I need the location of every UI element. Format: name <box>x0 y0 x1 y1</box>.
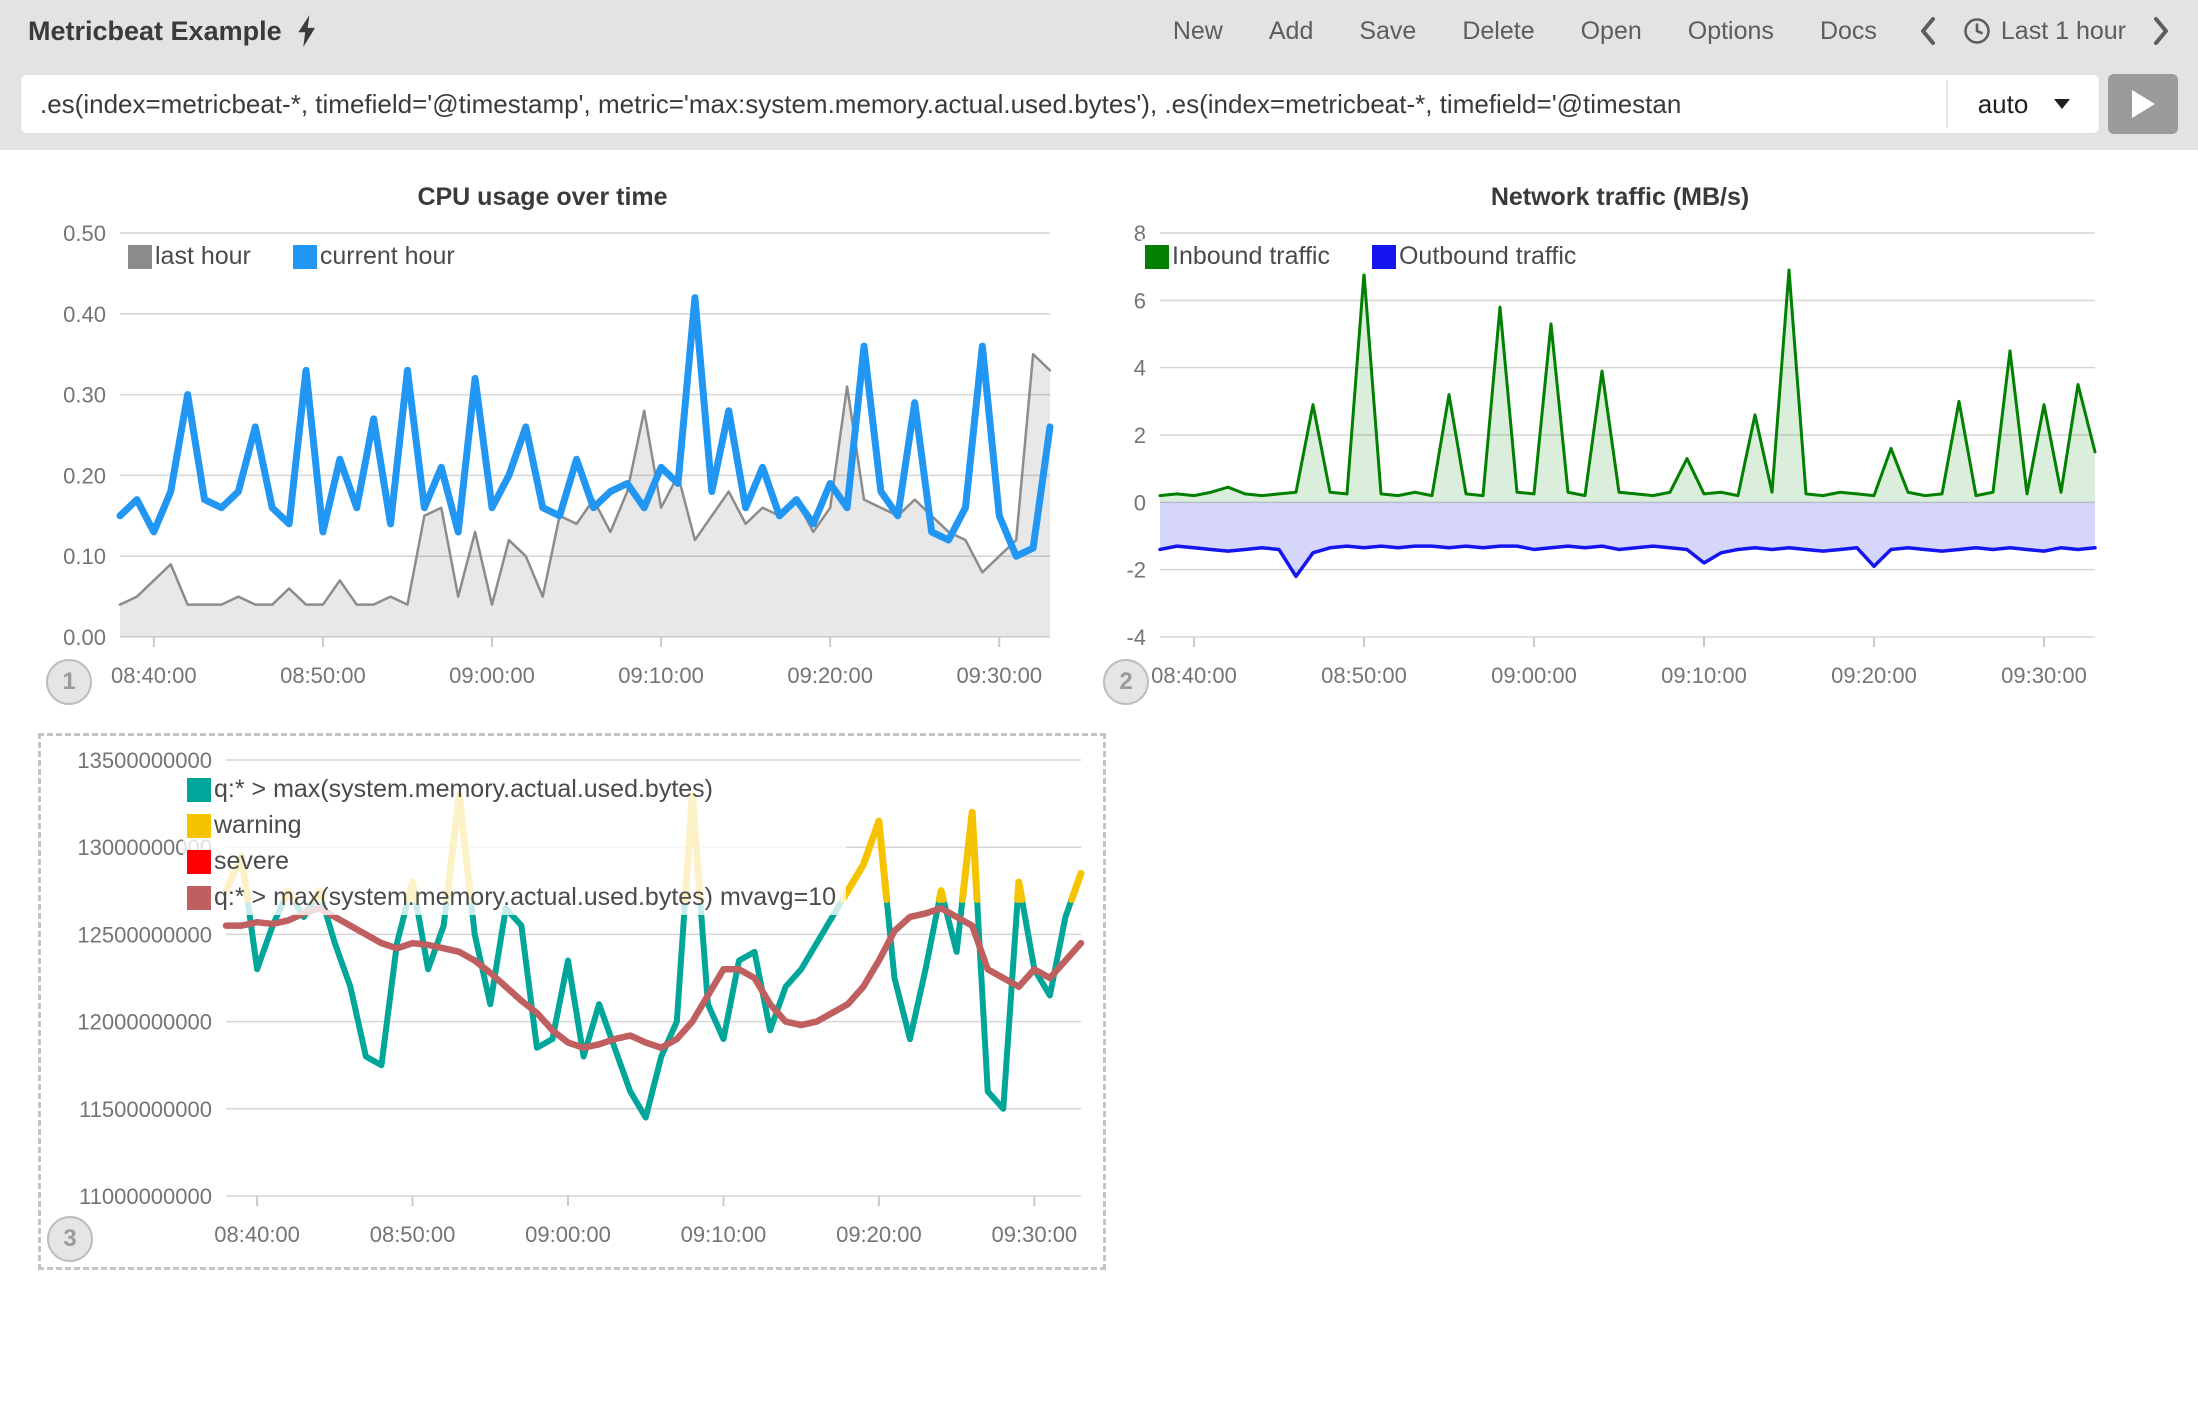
svg-text:2: 2 <box>1134 423 1146 448</box>
svg-text:08:50:00: 08:50:00 <box>370 1222 456 1247</box>
svg-text:0: 0 <box>1134 490 1146 515</box>
legend-swatch <box>293 245 317 269</box>
legend-label: warning <box>214 811 302 840</box>
legend-label: q:* > max(system.memory.actual.used.byte… <box>214 775 713 804</box>
network-legend: Inbound traffic Outbound traffic <box>1141 239 1586 274</box>
page-title: Metricbeat Example <box>28 16 282 47</box>
svg-text:12500000000: 12500000000 <box>77 922 212 947</box>
legend-label: severe <box>214 847 289 876</box>
svg-text:4: 4 <box>1134 356 1146 381</box>
svg-text:11500000000: 11500000000 <box>79 1097 212 1122</box>
time-back-chevron-icon[interactable] <box>1919 16 1937 46</box>
svg-text:09:20:00: 09:20:00 <box>1831 663 1917 688</box>
header-row: Metricbeat Example New Add Save Delete O… <box>0 0 2198 62</box>
options-button[interactable]: Options <box>1688 17 1774 46</box>
legend-item: warning <box>187 811 302 840</box>
query-bar: auto <box>20 74 2100 134</box>
legend-item: Outbound traffic <box>1372 242 1576 271</box>
svg-text:09:30:00: 09:30:00 <box>2001 663 2087 688</box>
add-button[interactable]: Add <box>1269 17 1313 46</box>
cpu-chart-title: CPU usage over time <box>20 183 1065 212</box>
legend-swatch <box>187 886 211 910</box>
topbar: Metricbeat Example New Add Save Delete O… <box>0 0 2198 150</box>
panel-network-traffic[interactable]: 86420-2-408:40:0008:50:0009:00:0009:10:0… <box>1095 165 2145 720</box>
panel-number-badge: 1 <box>46 659 92 705</box>
interval-select[interactable]: auto <box>1948 74 2100 134</box>
svg-text:09:10:00: 09:10:00 <box>1661 663 1747 688</box>
open-button[interactable]: Open <box>1581 17 1642 46</box>
panel-number-badge: 3 <box>47 1216 93 1262</box>
legend-label: current hour <box>320 242 455 271</box>
svg-text:-2: -2 <box>1126 558 1146 583</box>
timepicker-group: Last 1 hour <box>1919 16 2170 46</box>
legend-item: Inbound traffic <box>1145 242 1330 271</box>
svg-text:08:40:00: 08:40:00 <box>1151 663 1237 688</box>
new-button[interactable]: New <box>1173 17 1223 46</box>
svg-text:-4: -4 <box>1126 625 1146 650</box>
svg-text:09:10:00: 09:10:00 <box>681 1222 767 1247</box>
timepicker-button[interactable]: Last 1 hour <box>1963 17 2126 46</box>
svg-text:09:30:00: 09:30:00 <box>992 1222 1078 1247</box>
svg-text:6: 6 <box>1134 288 1146 313</box>
svg-text:09:30:00: 09:30:00 <box>956 663 1042 688</box>
legend-item: last hour <box>128 242 251 271</box>
toolbar-menu: New Add Save Delete Open Options Docs <box>1173 17 1877 46</box>
legend-swatch <box>1145 245 1169 269</box>
panel-cpu-usage[interactable]: 0.50 0.40 0.30 0.20 0.10 0.0008:40:00 08:50:00… <box>20 165 1065 720</box>
svg-text:0.30: 0.30 <box>63 383 106 408</box>
legend-swatch <box>187 850 211 874</box>
svg-text:09:00:00: 09:00:00 <box>525 1222 611 1247</box>
network-chart-title: Network traffic (MB/s) <box>1095 183 2145 212</box>
cpu-legend: last hour current hour <box>124 239 465 274</box>
query-row: auto <box>0 74 2198 134</box>
play-icon <box>2130 89 2156 119</box>
docs-button[interactable]: Docs <box>1820 17 1877 46</box>
svg-text:08:50:00: 08:50:00 <box>280 663 366 688</box>
legend-label: last hour <box>155 242 251 271</box>
memory-legend: q:* > max(system.memory.actual.used.byte… <box>183 772 846 915</box>
svg-text:09:00:00: 09:00:00 <box>449 663 535 688</box>
svg-text:08:50:00: 08:50:00 <box>1321 663 1407 688</box>
time-forward-chevron-icon[interactable] <box>2152 16 2170 46</box>
svg-text:09:10:00: 09:10:00 <box>618 663 704 688</box>
lightning-bolt-icon <box>296 15 318 47</box>
svg-text:08:40:00: 08:40:00 <box>214 1222 300 1247</box>
interval-value: auto <box>1978 89 2029 120</box>
legend-item: current hour <box>293 242 455 271</box>
legend-label: q:* > max(system.memory.actual.used.byte… <box>214 883 836 912</box>
legend-item: severe <box>187 847 289 876</box>
svg-text:09:20:00: 09:20:00 <box>787 663 873 688</box>
svg-text:11000000000: 11000000000 <box>79 1184 212 1209</box>
legend-item: q:* > max(system.memory.actual.used.byte… <box>187 883 836 912</box>
delete-button[interactable]: Delete <box>1462 17 1534 46</box>
save-button[interactable]: Save <box>1359 17 1416 46</box>
legend-item: q:* > max(system.memory.actual.used.byte… <box>187 775 713 804</box>
svg-text:0.20: 0.20 <box>63 463 106 488</box>
clock-icon <box>1963 17 1991 45</box>
svg-text:08:40:00: 08:40:00 <box>111 663 197 688</box>
svg-text:0.10: 0.10 <box>63 544 106 569</box>
run-query-button[interactable] <box>2108 74 2178 134</box>
svg-text:12000000000: 12000000000 <box>77 1010 212 1035</box>
legend-label: Outbound traffic <box>1399 242 1576 271</box>
legend-label: Inbound traffic <box>1172 242 1330 271</box>
legend-swatch <box>1372 245 1396 269</box>
panel-number-badge: 2 <box>1103 659 1149 705</box>
svg-text:0.40: 0.40 <box>63 302 106 327</box>
panel-memory-selected[interactable]: 1350000000013000000000125000000001200000… <box>38 733 1106 1270</box>
legend-swatch <box>187 778 211 802</box>
svg-text:13500000000: 13500000000 <box>77 748 212 773</box>
timelion-expression-input[interactable] <box>20 74 1946 134</box>
svg-text:0.50: 0.50 <box>63 221 106 246</box>
svg-text:0.00: 0.00 <box>63 625 106 650</box>
svg-text:09:00:00: 09:00:00 <box>1491 663 1577 688</box>
svg-text:09:20:00: 09:20:00 <box>836 1222 922 1247</box>
legend-swatch <box>187 814 211 838</box>
time-range-label: Last 1 hour <box>2001 17 2126 46</box>
legend-swatch <box>128 245 152 269</box>
chevron-down-icon <box>2054 99 2070 109</box>
timelion-app: { "header": { "title": "Metricbeat Examp… <box>0 0 2198 1406</box>
